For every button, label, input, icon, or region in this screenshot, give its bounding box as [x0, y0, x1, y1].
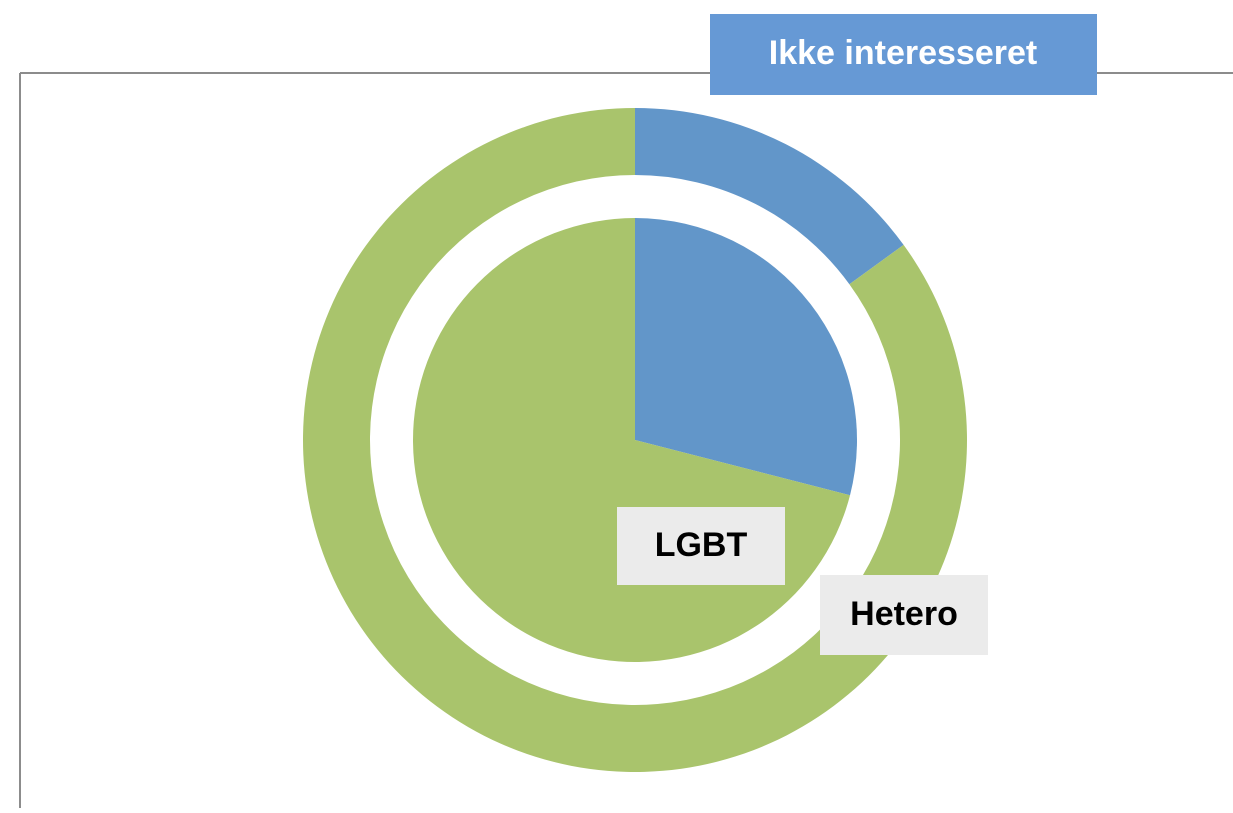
series-label: LGBT: [655, 526, 748, 564]
slice: [635, 218, 857, 496]
slice: [635, 108, 904, 285]
series-label: Hetero: [850, 595, 958, 633]
slices: [303, 107, 968, 772]
category-label: Ikke interesseret: [769, 34, 1037, 72]
category-label-box: [710, 14, 1097, 95]
series-label-box: [820, 575, 988, 655]
series-label-box: [617, 507, 785, 585]
